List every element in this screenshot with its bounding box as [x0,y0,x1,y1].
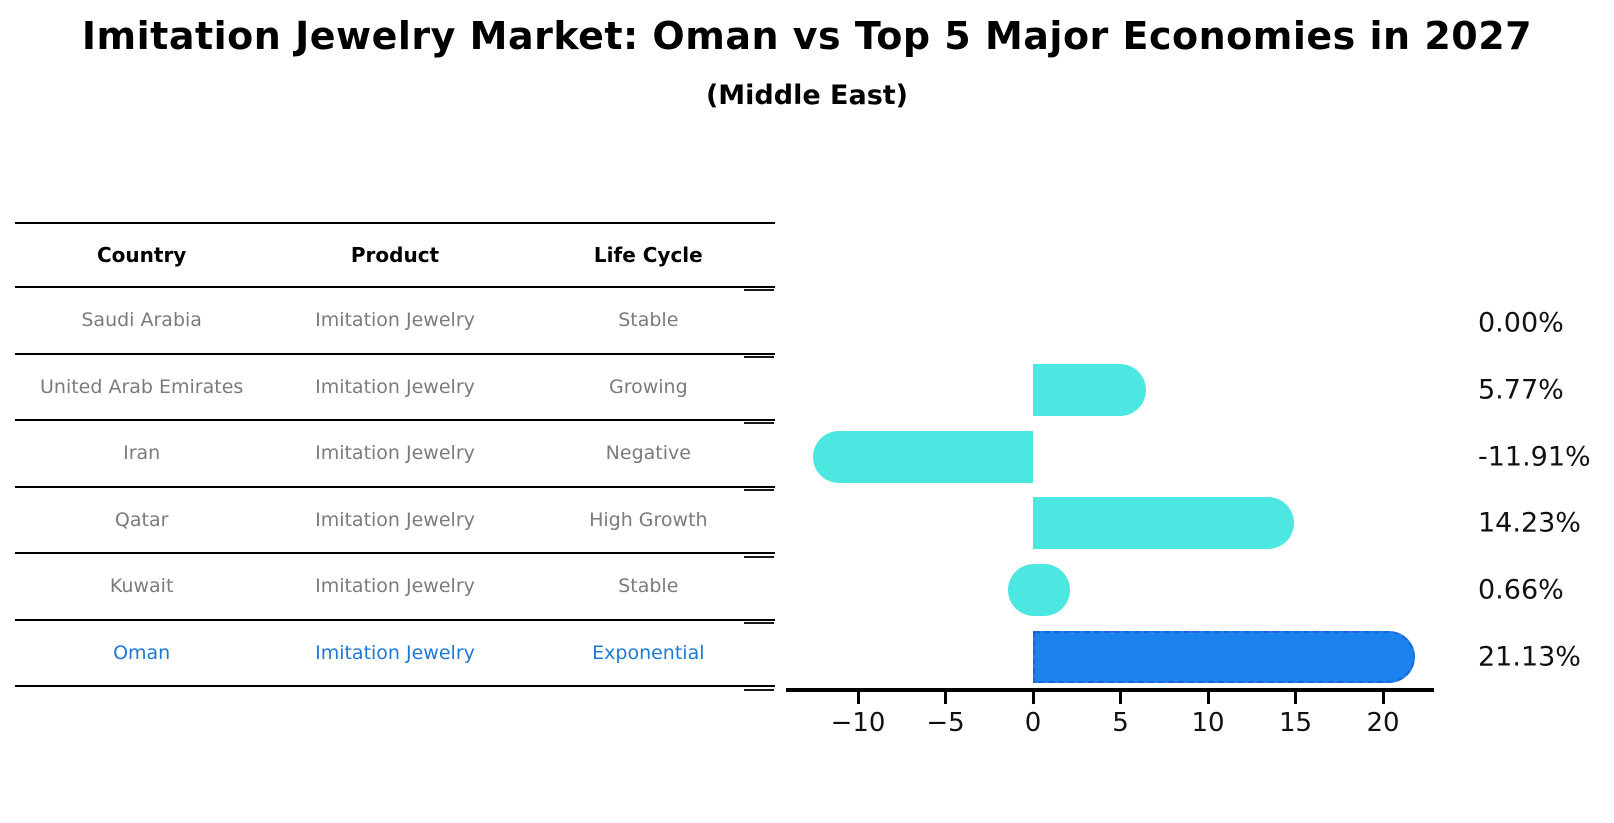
page-subtitle: (Middle East) [705,80,909,111]
x-axis-tick-label: −5 [926,708,965,738]
x-axis-tick-label: 15 [1278,708,1313,738]
bar-iran [812,430,1033,483]
value-label: 0.00% [1478,307,1564,339]
table-cell-product: Imitation Jewelry [315,641,475,664]
x-axis-tick [1206,692,1210,704]
bar-qatar [1033,497,1295,550]
y-axis-tick [744,555,774,558]
x-axis-tick [1031,692,1035,704]
table-row: Qatar Imitation Jewelry High Growth [15,488,775,554]
value-label: 5.77% [1478,374,1564,406]
bar-plot: −10 −5 0 5 10 15 20 [744,289,1434,738]
table-cell-product: Imitation Jewelry [315,508,475,531]
page-title: Imitation Jewelry Market: Oman vs Top 5 … [81,14,1533,58]
y-axis-tick [744,289,774,291]
y-axis-tick [744,422,774,425]
x-axis-tick-label: −10 [830,708,886,738]
y-axis-tick [744,689,774,691]
y-axis-tick [744,355,774,358]
table-cell-life-cycle: Stable [618,575,679,598]
table-cell-life-cycle: High Growth [589,508,708,531]
value-label: -11.91% [1478,441,1591,473]
table-cell-product: Imitation Jewelry [315,309,475,332]
bar-united-arab-emirates [1033,364,1146,416]
y-axis-tick [744,489,774,491]
table-cell-country: Oman [113,641,171,664]
column-header: Life Cycle [593,243,703,267]
value-label: 0.66% [1478,574,1564,606]
table-cell-country: Qatar [114,508,169,531]
table-cell-product: Imitation Jewelry [315,575,475,598]
table-row: Oman Imitation Jewelry Exponential [15,621,775,687]
x-axis-tick [1119,692,1122,704]
table-cell-life-cycle: Negative [605,442,691,465]
table-cell-life-cycle: Exponential [592,641,705,664]
bar-highlight-oman [1033,630,1415,683]
table-cell-country: United Arab Emirates [40,375,244,398]
column-header: Country [96,243,187,267]
x-axis-tick-label: 0 [1024,708,1042,738]
table-cell-product: Imitation Jewelry [315,375,475,398]
table-cell-product: Imitation Jewelry [315,442,475,465]
country-table: Country Product Life Cycle Saudi Arabia Imit… [15,222,775,687]
table-row: United Arab Emirates Imitation Jewelry Gro… [15,355,775,421]
x-axis-tick-label: 5 [1112,708,1129,738]
table-cell-country: Saudi Arabia [81,309,202,332]
bar-kuwait [1008,564,1070,616]
table-cell-country: Iran [123,442,161,465]
table-row: Kuwait Imitation Jewelry Stable [15,554,775,621]
table-row: Iran Imitation Jewelry Negative [15,421,775,488]
value-label: 14.23% [1478,507,1581,539]
table-cell-life-cycle: Stable [618,309,679,332]
table-cell-life-cycle: Growing [608,375,688,398]
x-axis-tick [856,692,860,704]
column-header: Product [350,243,440,267]
y-axis-tick [744,622,774,625]
x-axis-tick [1294,692,1297,704]
value-label: 21.13% [1478,641,1581,673]
table-cell-country: Kuwait [109,575,174,598]
x-axis-tick [944,692,947,704]
x-axis-tick [1381,692,1385,704]
table-row: Saudi Arabia Imitation Jewelry Stable [15,288,775,355]
x-axis-spine [786,688,1434,692]
x-axis-tick-label: 20 [1366,708,1400,738]
x-axis-tick-label: 10 [1191,708,1225,738]
table-header-row: Country Product Life Cycle [15,222,775,288]
